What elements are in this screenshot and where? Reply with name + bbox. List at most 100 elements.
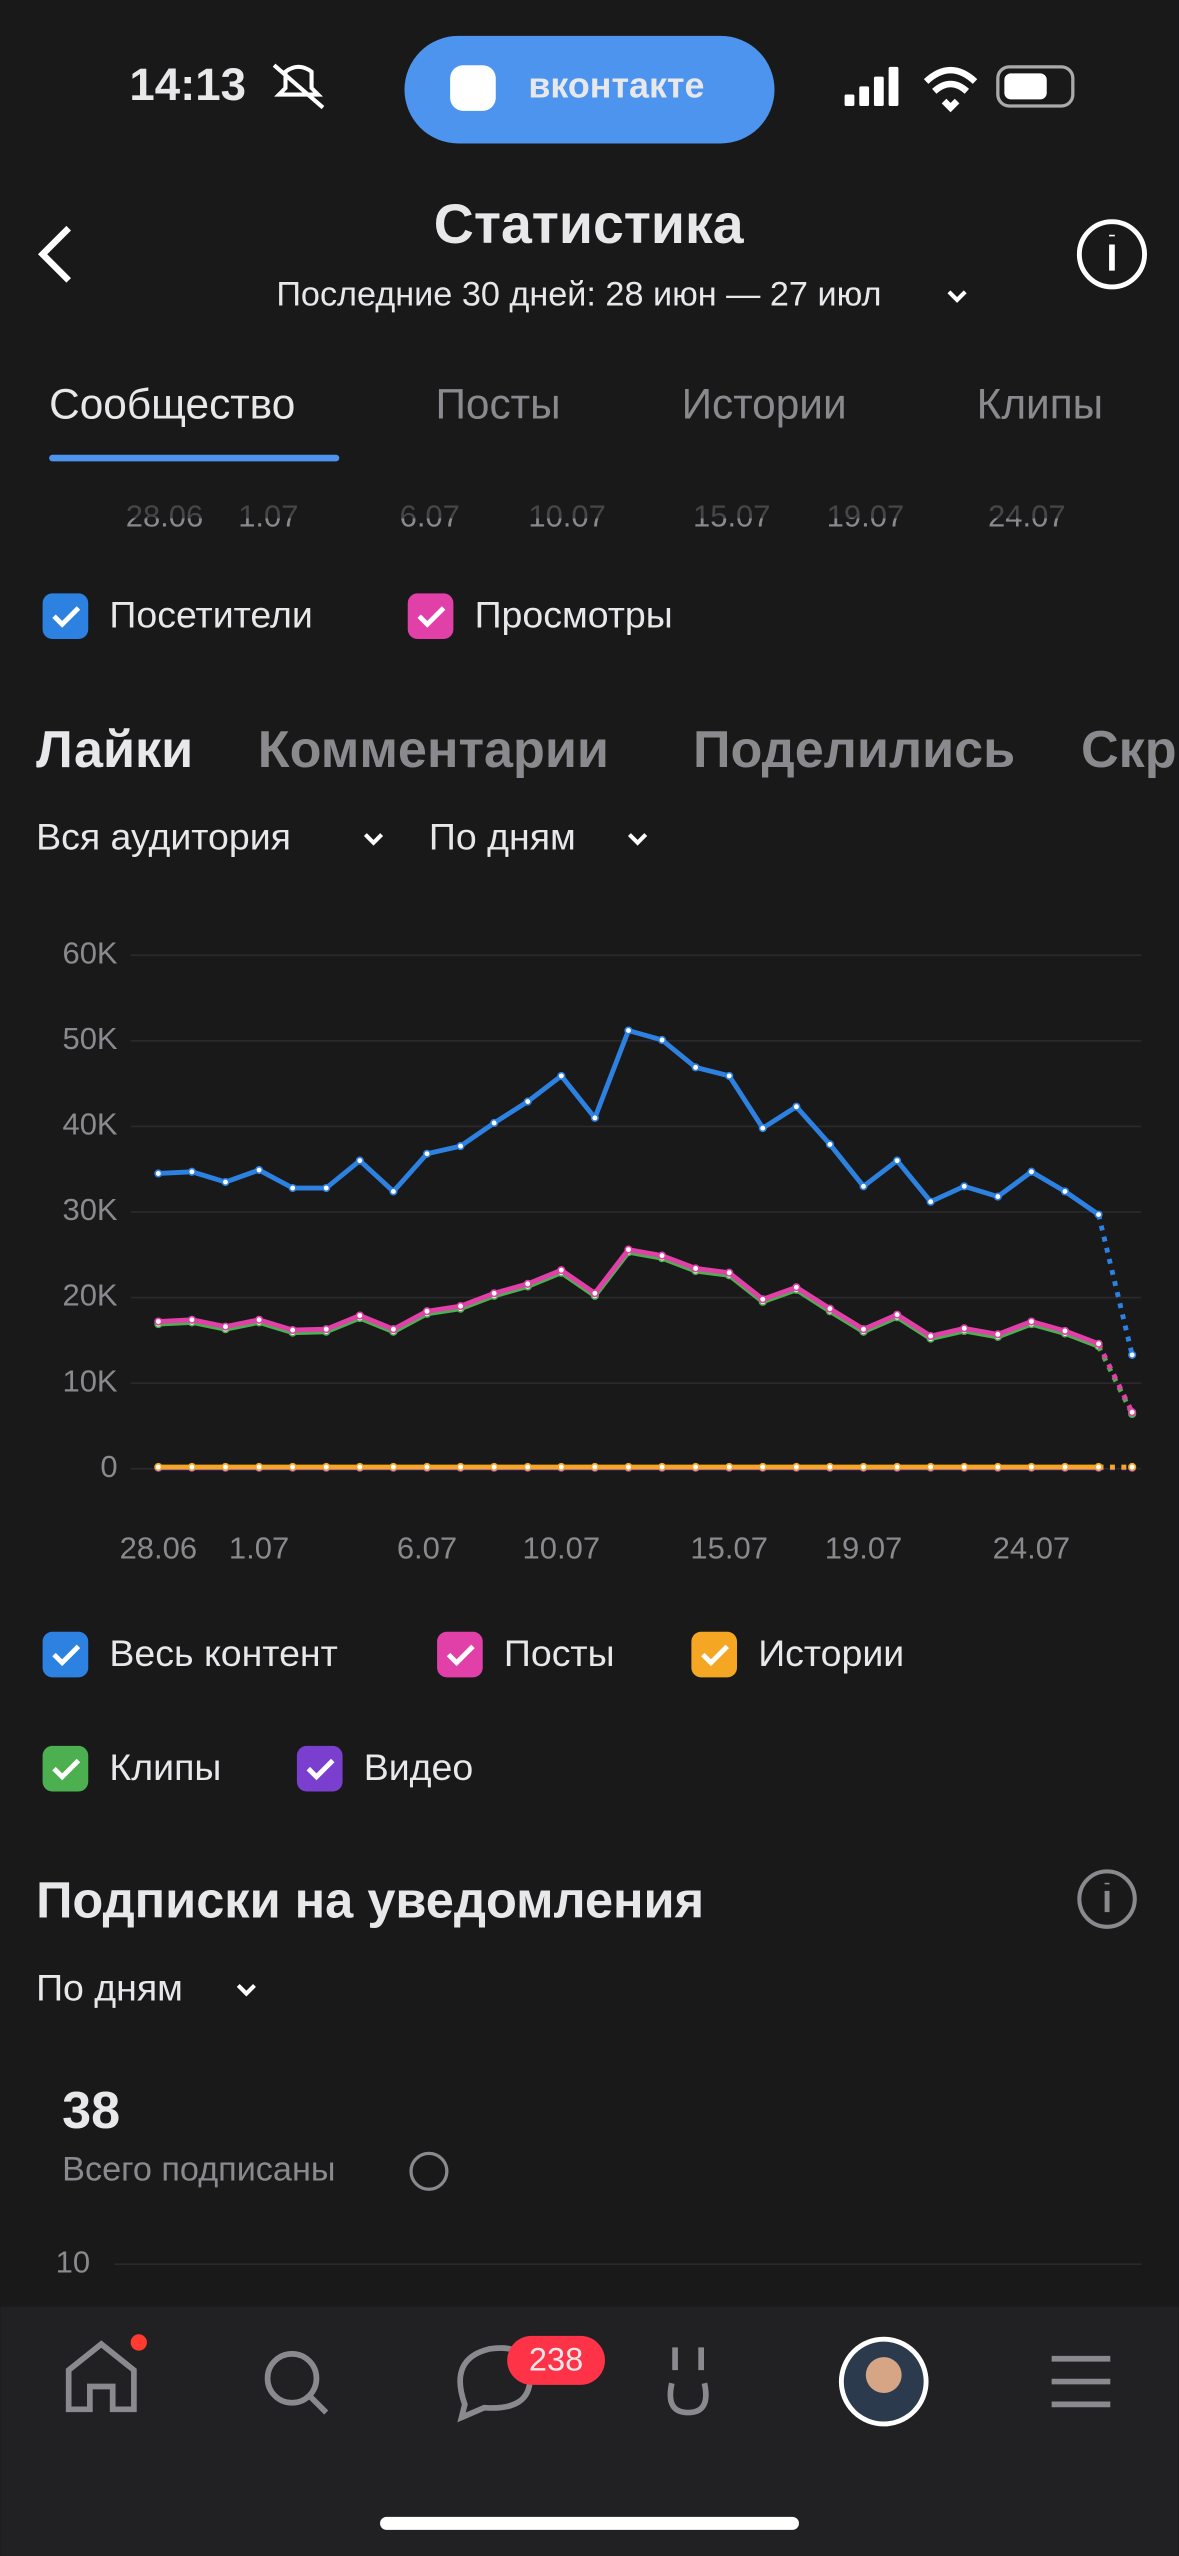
x-tick-label: 28.06	[120, 1530, 198, 1565]
checkbox[interactable]	[437, 1631, 483, 1678]
data-point	[993, 1330, 1002, 1339]
data-point	[187, 1167, 196, 1176]
battery	[996, 65, 1075, 108]
info-icon[interactable]	[1077, 1869, 1137, 1929]
data-point	[1128, 1462, 1137, 1472]
legend-label: Просмотры	[475, 594, 673, 636]
data-point	[255, 1315, 264, 1324]
filter[interactable]: По дням	[36, 1966, 183, 2008]
data-point	[725, 1268, 734, 1277]
home-icon[interactable]	[65, 2340, 137, 2413]
metric-tab[interactable]: Комментарии	[258, 721, 609, 779]
back-button[interactable]	[37, 225, 71, 283]
tab[interactable]: Клипы	[977, 381, 1103, 428]
data-point	[523, 1462, 532, 1472]
data-point	[422, 1307, 432, 1316]
checkmark	[306, 1758, 335, 1781]
time: 14:13	[129, 59, 246, 110]
data-point	[1060, 1462, 1070, 1472]
period-chevron	[947, 290, 967, 303]
legend-label: Посетители	[109, 594, 312, 636]
search-icon[interactable]	[264, 2351, 320, 2406]
checkbox[interactable]	[296, 1745, 343, 1792]
data-point	[1094, 1339, 1103, 1348]
data-point	[960, 1462, 969, 1472]
data-point	[1027, 1167, 1036, 1176]
data-point	[389, 1187, 398, 1196]
clips-icon[interactable]	[667, 2347, 709, 2416]
checkmark	[52, 606, 81, 628]
x-tick-label: 19.07	[825, 1530, 903, 1565]
checkbox[interactable]	[407, 593, 454, 639]
tab[interactable]: Истории	[682, 381, 847, 428]
info-icon[interactable]	[409, 2151, 449, 2191]
x-tick-label: 15.07	[690, 1530, 768, 1565]
data-point	[859, 1182, 868, 1191]
period[interactable]: Последние 30 дней: 28 июн — 27 июл	[276, 276, 881, 314]
badge	[507, 2335, 605, 2385]
chevron	[236, 1984, 256, 1997]
checkbox[interactable]	[42, 593, 89, 639]
data-point	[792, 1102, 801, 1111]
data-point	[657, 1035, 667, 1045]
app-pill[interactable]	[404, 35, 775, 144]
data-point	[657, 1462, 667, 1472]
data-point	[557, 1462, 566, 1472]
data-point	[389, 1325, 398, 1334]
data-point	[221, 1177, 230, 1187]
data-point	[1094, 1210, 1103, 1219]
data-point	[154, 1317, 163, 1326]
legend-label: Клипы	[109, 1746, 221, 1788]
battery-level	[1004, 73, 1047, 100]
menu-icon[interactable]	[1051, 2355, 1111, 2408]
data-point	[590, 1289, 599, 1298]
mute-icon	[272, 63, 325, 110]
legend-label: Видео	[364, 1746, 474, 1788]
x-tick-label: 10.07	[523, 1530, 601, 1565]
data-point	[624, 1026, 633, 1035]
data-point	[456, 1302, 465, 1311]
metric-tab[interactable]: Скр	[1081, 721, 1177, 779]
checkbox[interactable]	[42, 1631, 89, 1678]
filter[interactable]: Вся аудитория	[36, 815, 291, 857]
data-point	[725, 1462, 734, 1472]
y-tick-label: 60K	[62, 935, 117, 970]
data-point	[792, 1462, 801, 1472]
data-point	[255, 1462, 264, 1472]
data-point	[926, 1197, 935, 1206]
tab[interactable]: Посты	[435, 381, 560, 428]
data-point	[154, 1462, 163, 1472]
checkbox[interactable]	[691, 1631, 738, 1678]
data-point	[590, 1113, 599, 1122]
tab-underline	[49, 454, 340, 462]
tab[interactable]: Сообщество	[49, 381, 295, 428]
badge-count: 238	[529, 2341, 583, 2378]
data-point	[288, 1183, 297, 1193]
data-point	[490, 1462, 499, 1472]
metric-tab[interactable]: Поделились	[693, 721, 1015, 779]
info-button[interactable]	[1076, 219, 1147, 290]
data-point	[1128, 1350, 1137, 1359]
checkmark	[417, 606, 446, 628]
vk-logo	[450, 65, 496, 111]
avatar-face	[865, 2357, 902, 2393]
data-point	[221, 1322, 230, 1331]
metric-tab[interactable]: Лайки	[36, 721, 193, 779]
data-point	[859, 1325, 868, 1334]
data-point	[355, 1462, 364, 1472]
data-point	[1027, 1317, 1036, 1326]
filter[interactable]: По дням	[429, 815, 576, 857]
data-point	[1027, 1462, 1036, 1472]
checkbox[interactable]	[42, 1745, 89, 1792]
checkmark	[52, 1758, 81, 1781]
data-point	[422, 1149, 432, 1158]
signal-icon	[844, 66, 899, 106]
data-point	[1060, 1326, 1070, 1336]
checkmark	[52, 1644, 81, 1667]
y-tick-label: 0	[100, 1449, 117, 1484]
data-point	[624, 1245, 633, 1254]
data-point	[557, 1266, 566, 1275]
data-point	[355, 1156, 364, 1165]
